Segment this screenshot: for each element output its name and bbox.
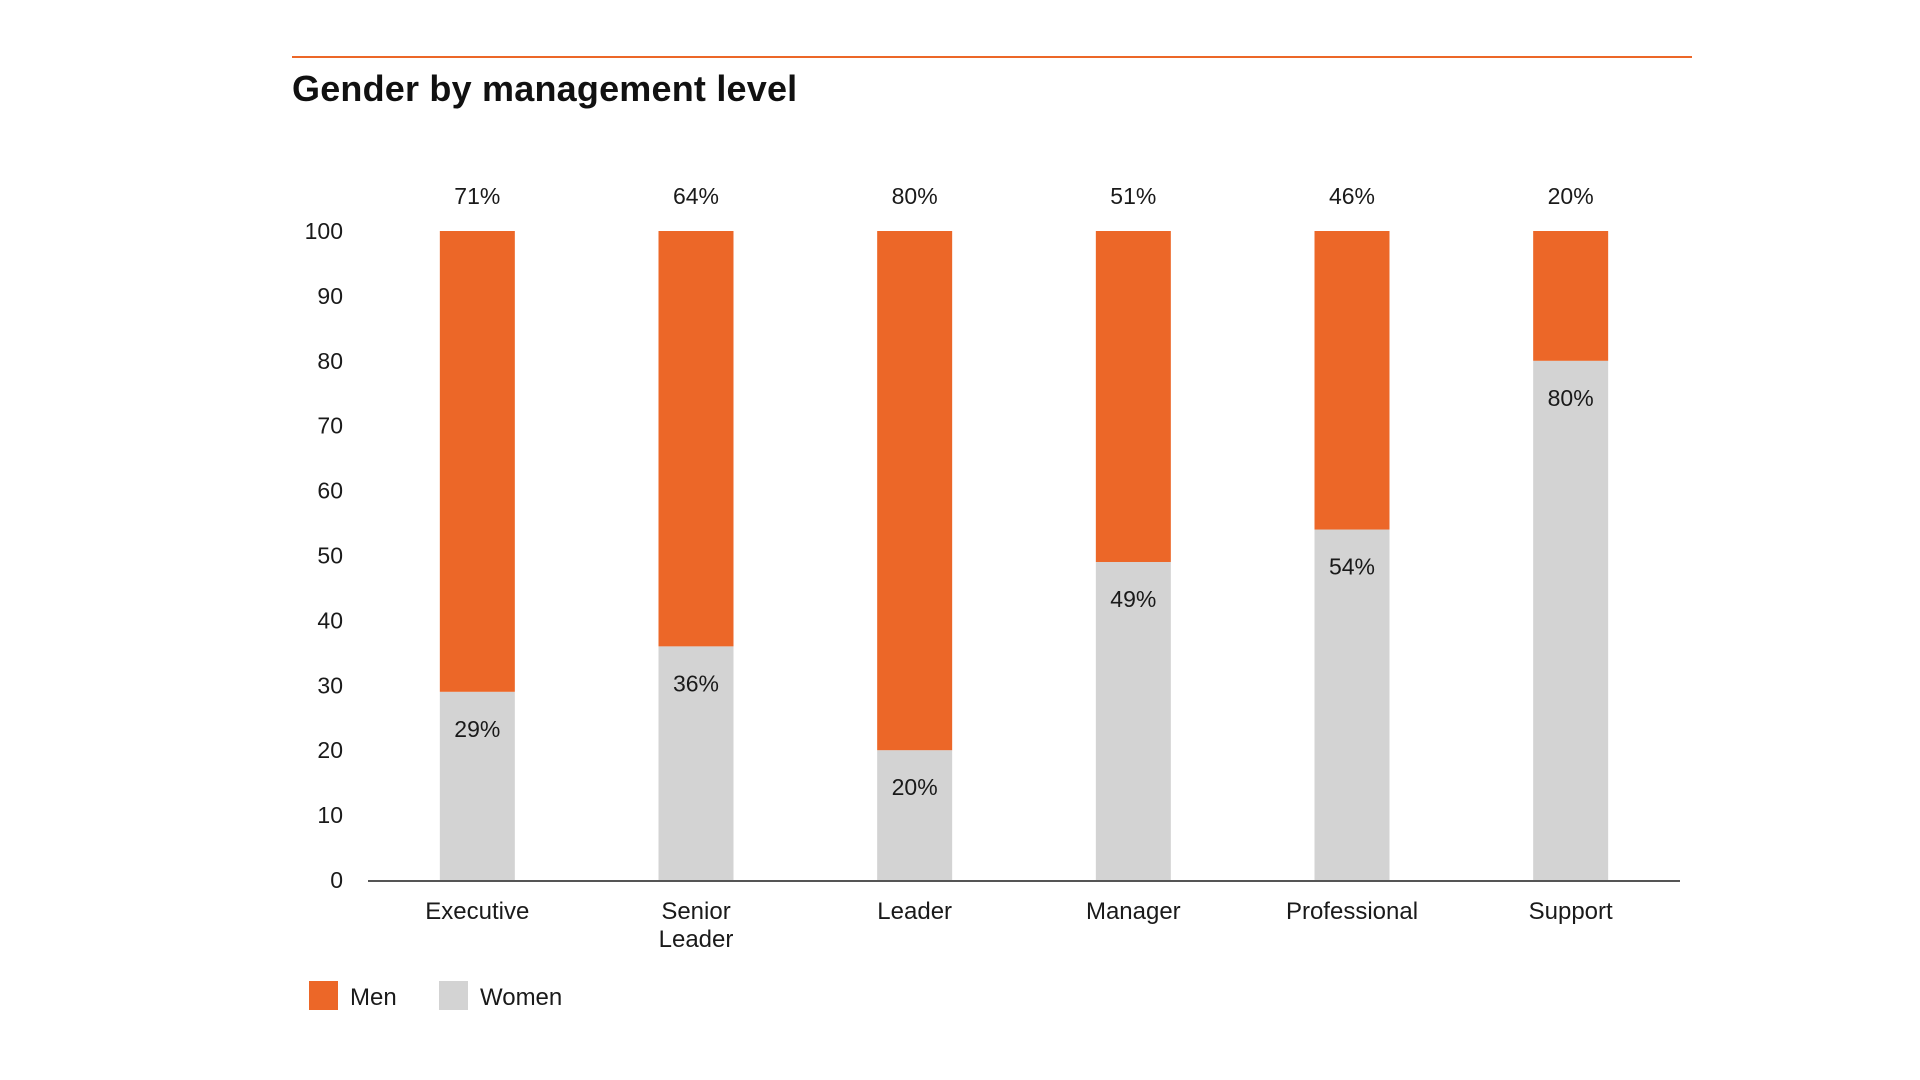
x-category-label-4: Professional bbox=[1286, 898, 1418, 925]
y-tick-label-30: 30 bbox=[317, 672, 343, 698]
x-category-label-line: Executive bbox=[425, 898, 529, 925]
data-label-men-4: 46% bbox=[1329, 183, 1375, 209]
x-category-label-line: Senior bbox=[661, 898, 730, 925]
y-tick-label-20: 20 bbox=[317, 737, 343, 763]
data-label-men-2: 80% bbox=[892, 183, 938, 209]
x-category-label-line: Leader bbox=[877, 898, 952, 925]
y-tick-label-40: 40 bbox=[317, 607, 343, 633]
data-label-men-1: 64% bbox=[673, 183, 719, 209]
x-category-label-line: Manager bbox=[1086, 898, 1181, 925]
bar-women-3 bbox=[1095, 561, 1171, 880]
data-label-women-5: 80% bbox=[1548, 385, 1594, 411]
legend-swatch-men bbox=[309, 981, 338, 1010]
data-label-women-4: 54% bbox=[1329, 554, 1375, 580]
y-tick-label-90: 90 bbox=[317, 283, 343, 309]
data-label-men-0: 71% bbox=[454, 183, 500, 209]
bar-women-0 bbox=[439, 691, 515, 880]
legend-label-women: Women bbox=[480, 984, 562, 1011]
bar-men-1 bbox=[658, 231, 734, 647]
bar-women-2 bbox=[877, 750, 953, 880]
x-category-label-0: Executive bbox=[425, 898, 529, 925]
data-label-women-2: 20% bbox=[892, 774, 938, 800]
y-tick-label-0: 0 bbox=[330, 867, 343, 893]
legend-label-men: Men bbox=[350, 984, 397, 1011]
bar-women-5 bbox=[1533, 360, 1609, 880]
y-tick-label-100: 100 bbox=[305, 218, 343, 244]
bar-men-5 bbox=[1533, 231, 1609, 361]
x-category-label-line: Professional bbox=[1286, 898, 1418, 925]
chart-title: Gender by management level bbox=[292, 68, 798, 109]
y-tick-label-50: 50 bbox=[317, 543, 343, 569]
data-label-women-3: 49% bbox=[1110, 586, 1156, 612]
x-category-label-2: Leader bbox=[877, 898, 952, 925]
y-tick-label-70: 70 bbox=[317, 413, 343, 439]
bar-women-1 bbox=[658, 646, 734, 880]
x-category-label-3: Manager bbox=[1086, 898, 1181, 925]
bar-men-3 bbox=[1095, 231, 1171, 562]
data-label-men-3: 51% bbox=[1110, 183, 1156, 209]
bar-men-4 bbox=[1314, 231, 1390, 530]
bar-women-4 bbox=[1314, 529, 1390, 880]
y-tick-label-10: 10 bbox=[317, 802, 343, 828]
x-category-label-line: Support bbox=[1529, 898, 1613, 925]
data-label-women-1: 36% bbox=[673, 670, 719, 696]
x-category-label-line: Leader bbox=[659, 926, 734, 953]
data-label-women-0: 29% bbox=[454, 716, 500, 742]
x-category-label-5: Support bbox=[1529, 898, 1613, 925]
title-rule bbox=[292, 56, 1692, 58]
x-category-label-1: Senior Leader bbox=[659, 898, 734, 953]
y-tick-label-60: 60 bbox=[317, 478, 343, 504]
bar-men-0 bbox=[439, 231, 515, 692]
data-label-men-5: 20% bbox=[1548, 183, 1594, 209]
legend-swatch-women bbox=[439, 981, 468, 1010]
y-tick-label-80: 80 bbox=[317, 348, 343, 374]
bar-men-2 bbox=[877, 231, 953, 751]
